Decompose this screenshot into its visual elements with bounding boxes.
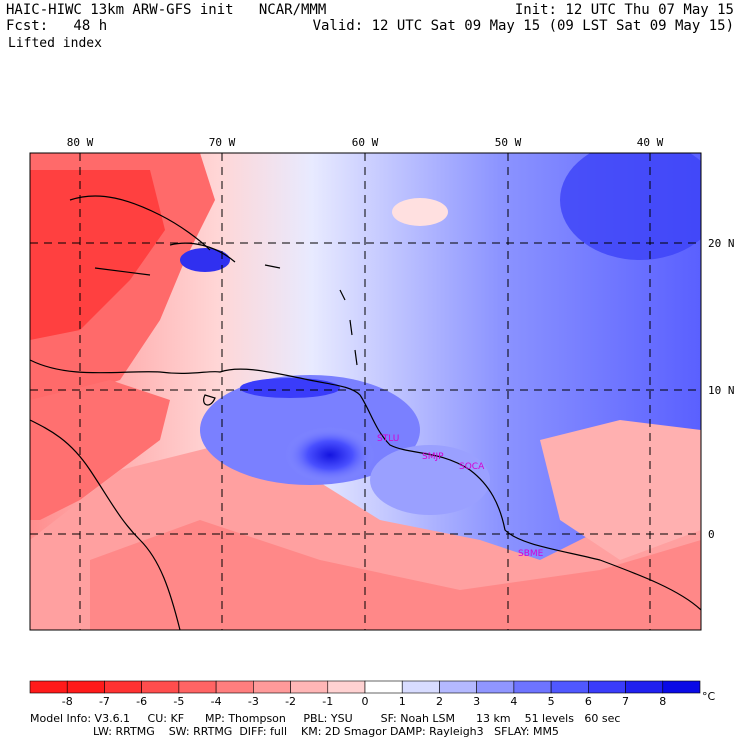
colorbar-swatch (550, 680, 589, 694)
colorbar-swatch (513, 680, 552, 694)
colorbar-tick-label: 1 (399, 695, 406, 708)
station-label: SOCA (459, 462, 485, 472)
coastlines (30, 195, 701, 630)
station-label: SMJP (422, 452, 444, 462)
model-info-line1: Model Info: V3.6.1 CU: KF MP: Thompson P… (30, 712, 621, 725)
colorbar-tick-label: -5 (173, 695, 184, 708)
colorbar-tick-label: -3 (248, 695, 259, 708)
colorbar-tick-label: 4 (510, 695, 517, 708)
colorbar-tick-label: -4 (211, 695, 222, 708)
colorbar-swatch (29, 680, 68, 694)
colorbar-tick-label: 0 (362, 695, 369, 708)
colorbar-tick-label: -8 (62, 695, 73, 708)
station-label: STLU (377, 434, 399, 444)
station-label: SBME (518, 549, 544, 559)
model-title: HAIC-HIWC 13km ARW-GFS init NCAR/MMM (6, 2, 327, 18)
lon-label: 70 W (209, 136, 236, 149)
lifted-index-field (30, 153, 701, 630)
colorbar-swatch (327, 680, 366, 694)
lon-label: 50 W (495, 136, 522, 149)
colorbar-swatch (215, 680, 254, 694)
graticule (30, 153, 701, 630)
init-time: Init: 12 UTC Thu 07 May 15 (514, 2, 734, 18)
colorbar-tick-label: -7 (99, 695, 110, 708)
lat-label: 20 N (708, 237, 735, 250)
colorbar-tick-label: -2 (285, 695, 296, 708)
colorbar-tick-label: 7 (622, 695, 629, 708)
colorbar-swatch (66, 680, 105, 694)
colorbar-swatch (178, 680, 217, 694)
colorbar-swatch (439, 680, 477, 694)
colorbar-swatch (625, 680, 664, 694)
colorbar-swatch (476, 680, 515, 694)
colorbar-tick-label: 8 (659, 695, 666, 708)
colorbar-swatch (253, 680, 291, 694)
lat-label: 0 (708, 528, 715, 541)
colorbar-swatch (104, 680, 142, 694)
map-frame (29, 152, 702, 631)
colorbar-swatch (588, 680, 626, 694)
lon-label: 60 W (352, 136, 379, 149)
model-info-line2: LW: RRTMG SW: RRTMG DIFF: full KM: 2D Sm… (30, 725, 559, 738)
colorbar-swatch (290, 680, 329, 694)
colorbar-tick-label: 3 (473, 695, 480, 708)
colorbar-unit: °C (702, 690, 716, 703)
valid-time: Valid: 12 UTC Sat 09 May 15 (09 LST Sat … (312, 18, 734, 34)
colorbar-tick-label: 5 (548, 695, 555, 708)
colorbar-swatch (364, 680, 403, 694)
colorbar-tick-label: -6 (136, 695, 147, 708)
colorbar-swatch (401, 680, 440, 694)
lat-label: 10 N (708, 384, 735, 397)
colorbar: -8 -7 -6 -5 -4 -3 -2 -1 0 1 2 3 4 5 6 7 8 °C (29, 680, 716, 708)
lon-label: 80 W (67, 136, 94, 149)
colorbar-swatch (141, 680, 180, 694)
colorbar-swatch (662, 680, 701, 694)
forecast-hour: Fcst: 48 h (6, 18, 108, 34)
field-name: Lifted index (8, 36, 102, 51)
colorbar-tick-label: 2 (436, 695, 443, 708)
lon-label: 40 W (637, 136, 664, 149)
colorbar-tick-label: 6 (585, 695, 592, 708)
colorbar-tick-label: -1 (322, 695, 333, 708)
